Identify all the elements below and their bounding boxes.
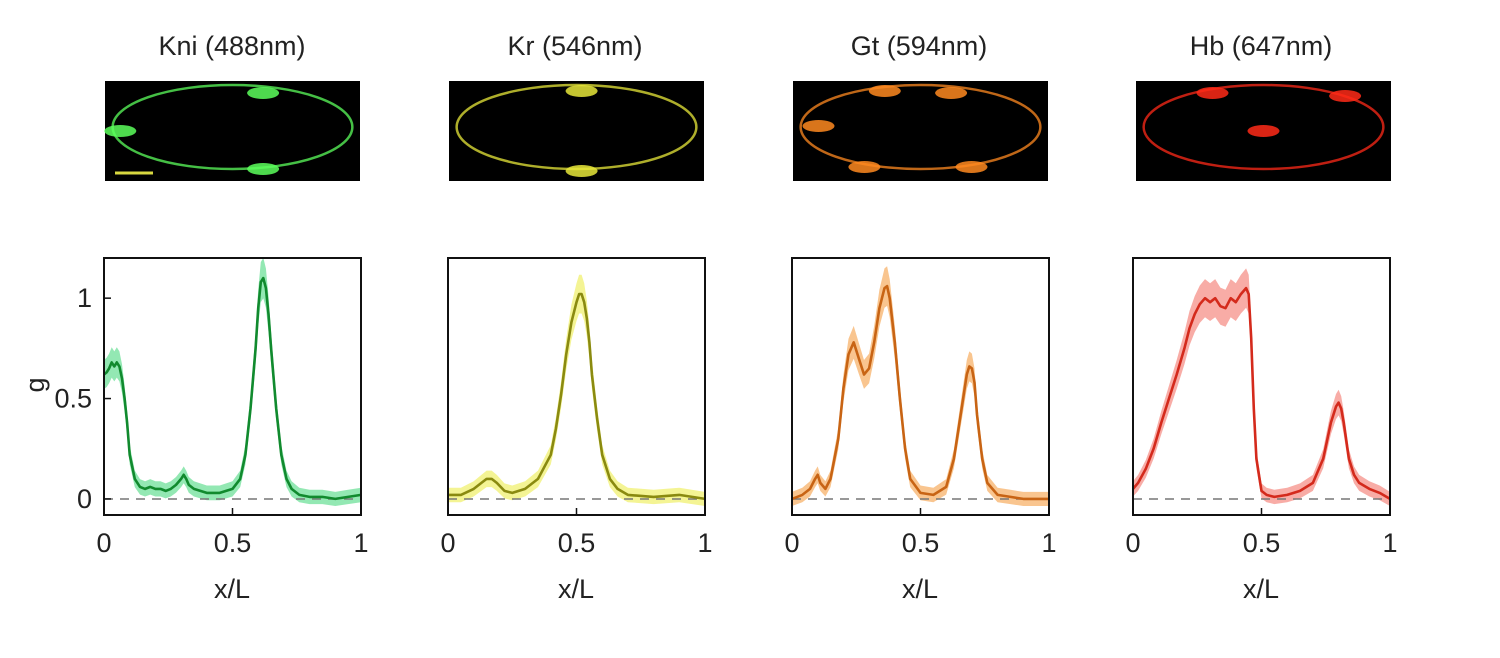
panel-kni: Kni (488nm) 0 0.5 1 0 0.5 1 x/L <box>54 31 368 604</box>
y-tick-label: 0.5 <box>54 384 92 414</box>
expression-spot <box>1196 87 1229 99</box>
x-tick-label: 1 <box>697 528 712 558</box>
embryo-outline <box>1142 83 1385 171</box>
x-tick-label: 1 <box>1041 528 1056 558</box>
x-tick-label: 1 <box>1382 528 1397 558</box>
x-tick-label: 0.5 <box>902 528 940 558</box>
y-tick-label: 0 <box>77 484 92 514</box>
x-tick-label: 0 <box>440 528 455 558</box>
x-tick-label: 0 <box>784 528 799 558</box>
expression-spot <box>1247 125 1280 137</box>
expression-spot <box>247 87 280 99</box>
expression-spot <box>802 120 835 132</box>
panel-hb: Hb (647nm) 0 0.5 1 x/L <box>1125 31 1397 604</box>
plot-area: 0 0.5 1 <box>440 257 713 558</box>
x-tick-label: 0.5 <box>214 528 252 558</box>
panel-title: Kr (546nm) <box>507 31 642 61</box>
x-axis-label: x/L <box>214 574 250 604</box>
expression-spot <box>104 125 137 137</box>
embryo-image <box>793 81 1048 181</box>
x-tick-label: 1 <box>353 528 368 558</box>
plot-area: 0 0.5 1 <box>1125 257 1398 558</box>
embryo-image <box>449 81 704 181</box>
expression-spot <box>565 85 598 97</box>
embryo-image <box>104 81 360 181</box>
expression-spot <box>868 85 901 97</box>
embryo-image <box>1136 81 1391 181</box>
x-tick-label: 0.5 <box>558 528 596 558</box>
expression-spot <box>565 165 598 177</box>
mean-profile-line <box>448 292 706 501</box>
panel-gt: Gt (594nm) 0 0.5 1 x/L <box>784 31 1056 604</box>
x-tick-label: 0 <box>1125 528 1140 558</box>
x-tick-label: 0.5 <box>1243 528 1281 558</box>
x-axis-label: x/L <box>558 574 594 604</box>
expression-spot <box>955 161 988 173</box>
y-tick-label: 1 <box>77 283 92 313</box>
plot-frame <box>103 257 362 516</box>
panel-kr: Kr (546nm) 0 0.5 1 x/L <box>440 31 712 604</box>
panel-title: Hb (647nm) <box>1190 31 1333 61</box>
expression-spot <box>247 163 280 175</box>
x-tick-label: 0 <box>96 528 111 558</box>
mean-profile-line <box>1132 286 1391 501</box>
plot-area: 0 0.5 1 <box>784 257 1057 558</box>
expression-spot <box>1329 90 1362 102</box>
x-axis-label: x/L <box>1243 574 1279 604</box>
mean-profile-line <box>791 284 1049 501</box>
expression-spot <box>935 87 968 99</box>
y-axis-label: g <box>20 377 50 392</box>
x-axis-label: x/L <box>902 574 938 604</box>
panel-title: Kni (488nm) <box>158 31 305 61</box>
variability-band <box>448 274 705 506</box>
variability-band <box>792 266 1049 506</box>
variability-band <box>104 257 361 506</box>
mean-profile-line <box>103 276 362 501</box>
panel-title: Gt (594nm) <box>851 31 988 61</box>
embryo-outline <box>799 83 1042 171</box>
expression-spot <box>848 161 881 173</box>
plot-area: 0 0.5 1 0 0.5 1 <box>54 257 369 558</box>
